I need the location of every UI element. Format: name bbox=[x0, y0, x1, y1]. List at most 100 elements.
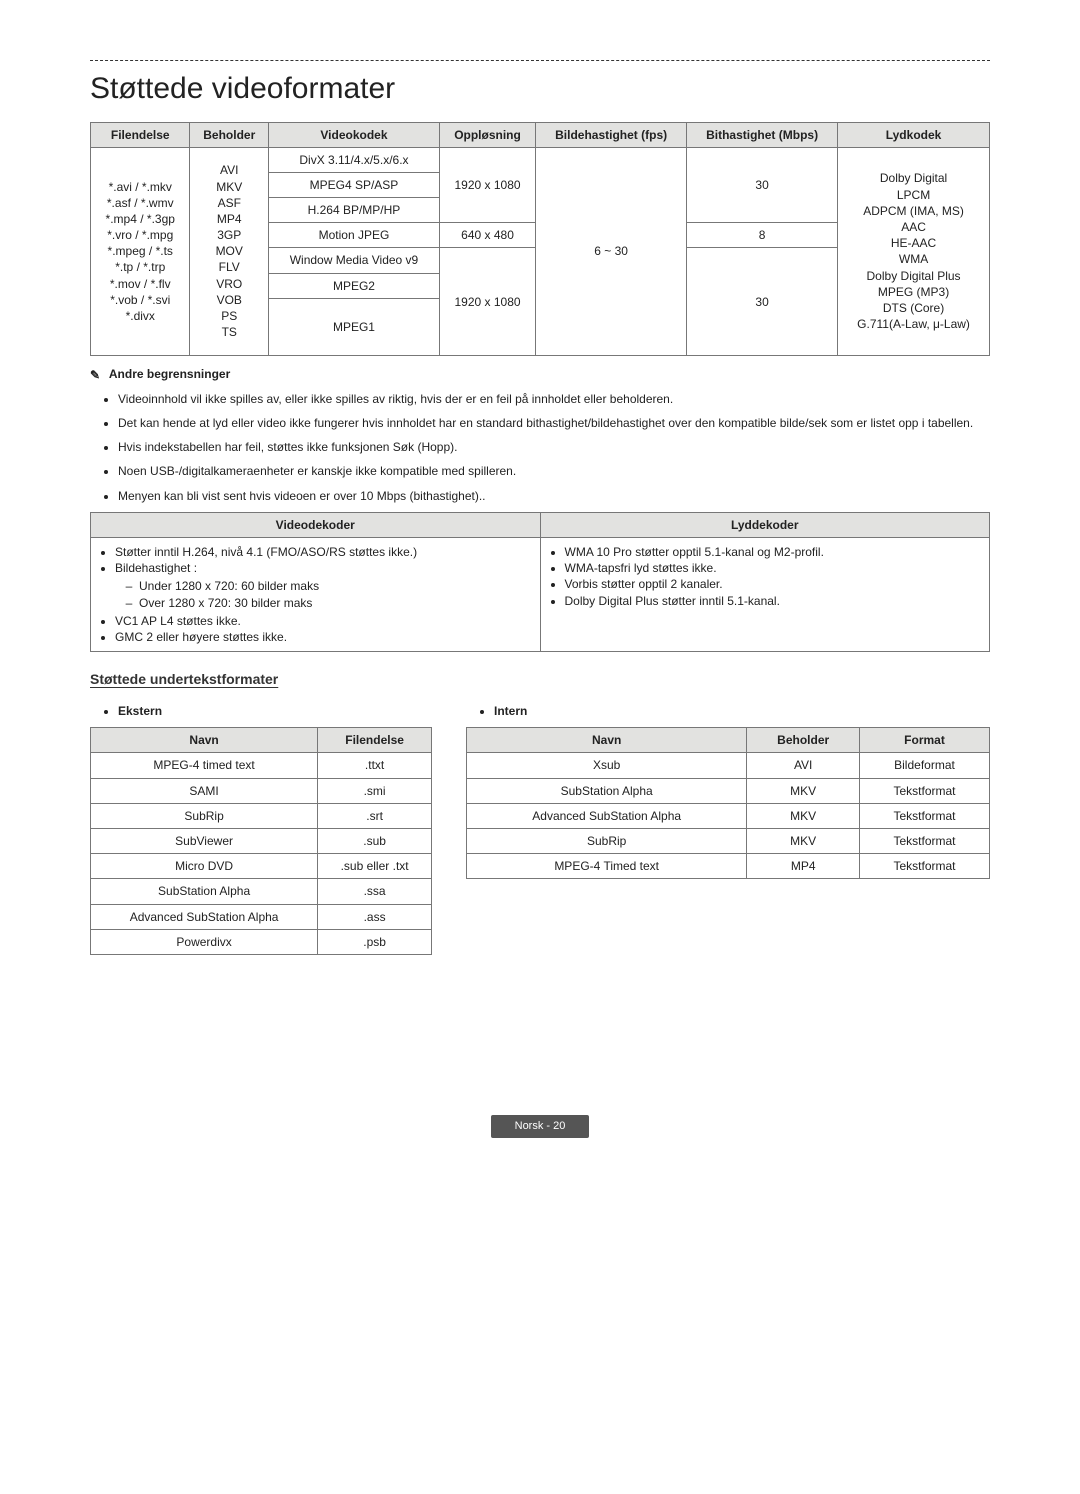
cell-fps: 6 ~ 30 bbox=[536, 147, 687, 355]
table-cell: MPEG-4 Timed text bbox=[467, 854, 747, 879]
note-icon: ✎ bbox=[90, 367, 106, 383]
int-th-format: Format bbox=[860, 728, 990, 753]
lim-item: Menyen kan bli vist sent hvis videoen er… bbox=[118, 488, 990, 504]
table-cell: SAMI bbox=[91, 778, 318, 803]
lim-item: Videoinnhold vil ikke spilles av, eller … bbox=[118, 391, 990, 407]
table-cell: MP4 bbox=[747, 854, 860, 879]
th-acodec: Lydkodek bbox=[838, 122, 990, 147]
table-cell: .srt bbox=[318, 803, 432, 828]
th-bitrate: Bithastighet (Mbps) bbox=[687, 122, 838, 147]
vd-sub: Under 1280 x 720: 60 bilder maks bbox=[139, 578, 534, 594]
audiodecoder-cell: WMA 10 Pro støtter opptil 5.1-kanal og M… bbox=[540, 538, 990, 652]
int-th-cont: Beholder bbox=[747, 728, 860, 753]
table-row: Powerdivx.psb bbox=[91, 929, 432, 954]
cell-codec-mpeg2-1: MPEG2 MPEG1 bbox=[269, 273, 440, 355]
cell-br2: 8 bbox=[687, 223, 838, 248]
extern-label: Ekstern bbox=[118, 703, 432, 719]
table-cell: Xsub bbox=[467, 753, 747, 778]
table-cell: MKV bbox=[747, 778, 860, 803]
limitations-list: Videoinnhold vil ikke spilles av, eller … bbox=[90, 391, 990, 504]
table-cell: .psb bbox=[318, 929, 432, 954]
limitations-heading: ✎ Andre begrensninger bbox=[90, 366, 990, 383]
th-res: Oppløsning bbox=[439, 122, 535, 147]
table-cell: Tekstformat bbox=[860, 778, 990, 803]
cell-codec-wmv: Window Media Video v9 bbox=[269, 248, 440, 273]
ext-th-ext: Filendelse bbox=[318, 728, 432, 753]
table-row: Advanced SubStation AlphaMKVTekstformat bbox=[467, 803, 990, 828]
th-container: Beholder bbox=[190, 122, 269, 147]
table-cell: .ttxt bbox=[318, 753, 432, 778]
table-row: SubStation Alpha.ssa bbox=[91, 879, 432, 904]
ext-th-name: Navn bbox=[91, 728, 318, 753]
th-videodecoder: Videodekoder bbox=[91, 512, 541, 537]
decoder-table: Videodekoder Lyddekoder Støtter inntil H… bbox=[90, 512, 990, 652]
ad-item: WMA 10 Pro støtter opptil 5.1-kanal og M… bbox=[565, 544, 984, 560]
cell-codec-h264: H.264 BP/MP/HP bbox=[269, 198, 440, 223]
cell-br3: 30 bbox=[687, 248, 838, 356]
table-row: SubStation AlphaMKVTekstformat bbox=[467, 778, 990, 803]
table-row: Advanced SubStation Alpha.ass bbox=[91, 904, 432, 929]
vd-item: Støtter inntil H.264, nivå 4.1 (FMO/ASO/… bbox=[115, 544, 534, 560]
cell-br1: 30 bbox=[687, 147, 838, 223]
vd-item: Bildehastighet : Under 1280 x 720: 60 bi… bbox=[115, 560, 534, 611]
table-cell: Tekstformat bbox=[860, 829, 990, 854]
subtitle-heading: Støttede undertekstformater bbox=[90, 670, 990, 689]
lim-item: Noen USB-/digitalkameraenheter er kanskj… bbox=[118, 463, 990, 479]
table-row: SAMI.smi bbox=[91, 778, 432, 803]
ad-item: Vorbis støtter opptil 2 kanaler. bbox=[565, 576, 984, 592]
th-audiodecoder: Lyddekoder bbox=[540, 512, 990, 537]
vd-item-label: Bildehastighet : bbox=[115, 561, 197, 575]
table-cell: Tekstformat bbox=[860, 803, 990, 828]
table-cell: .ssa bbox=[318, 879, 432, 904]
th-fps: Bildehastighet (fps) bbox=[536, 122, 687, 147]
cell-codec-mpeg4: MPEG4 SP/ASP bbox=[269, 172, 440, 197]
table-row: Micro DVD.sub eller .txt bbox=[91, 854, 432, 879]
intern-subtitle-table: Navn Beholder Format XsubAVIBildeformatS… bbox=[466, 727, 990, 879]
cell-res3: 1920 x 1080 bbox=[439, 248, 535, 356]
cell-audio: Dolby Digital LPCM ADPCM (IMA, MS) AAC H… bbox=[838, 147, 990, 355]
table-row: MPEG-4 Timed textMP4Tekstformat bbox=[467, 854, 990, 879]
top-rule bbox=[90, 60, 990, 61]
videodecoder-cell: Støtter inntil H.264, nivå 4.1 (FMO/ASO/… bbox=[91, 538, 541, 652]
cell-fileext: *.avi / *.mkv *.asf / *.wmv *.mp4 / *.3g… bbox=[91, 147, 190, 355]
table-cell: SubStation Alpha bbox=[467, 778, 747, 803]
ad-item: WMA-tapsfri lyd støttes ikke. bbox=[565, 560, 984, 576]
lim-item: Det kan hende at lyd eller video ikke fu… bbox=[118, 415, 990, 431]
table-row: SubRipMKVTekstformat bbox=[467, 829, 990, 854]
vd-item: GMC 2 eller høyere støttes ikke. bbox=[115, 629, 534, 645]
table-cell: SubViewer bbox=[91, 829, 318, 854]
footer-label: Norsk - 20 bbox=[491, 1115, 590, 1138]
table-cell: Advanced SubStation Alpha bbox=[467, 803, 747, 828]
table-row: MPEG-4 timed text.ttxt bbox=[91, 753, 432, 778]
extern-subtitle-table: Navn Filendelse MPEG-4 timed text.ttxtSA… bbox=[90, 727, 432, 955]
video-format-table: Filendelse Beholder Videokodek Oppløsnin… bbox=[90, 122, 990, 357]
table-cell: .ass bbox=[318, 904, 432, 929]
table-cell: MPEG-4 timed text bbox=[91, 753, 318, 778]
ext-tbody: MPEG-4 timed text.ttxtSAMI.smiSubRip.srt… bbox=[91, 753, 432, 955]
table-cell: Tekstformat bbox=[860, 854, 990, 879]
cell-res1: 1920 x 1080 bbox=[439, 147, 535, 223]
table-cell: .sub eller .txt bbox=[318, 854, 432, 879]
th-vcodec: Videokodek bbox=[269, 122, 440, 147]
cell-container: AVI MKV ASF MP4 3GP MOV FLV VRO VOB PS T… bbox=[190, 147, 269, 355]
table-cell: .smi bbox=[318, 778, 432, 803]
vd-sub: Over 1280 x 720: 30 bilder maks bbox=[139, 595, 534, 611]
limitations-heading-text: Andre begrensninger bbox=[109, 367, 230, 381]
table-cell: AVI bbox=[747, 753, 860, 778]
cell-codec-divx: DivX 3.11/4.x/5.x/6.x bbox=[269, 147, 440, 172]
table-cell: .sub bbox=[318, 829, 432, 854]
table-row: SubRip.srt bbox=[91, 803, 432, 828]
table-row: XsubAVIBildeformat bbox=[467, 753, 990, 778]
table-cell: SubRip bbox=[91, 803, 318, 828]
cell-codec-mpeg1: MPEG1 bbox=[269, 299, 439, 355]
table-cell: Powerdivx bbox=[91, 929, 318, 954]
cell-res2: 640 x 480 bbox=[439, 223, 535, 248]
int-th-name: Navn bbox=[467, 728, 747, 753]
int-tbody: XsubAVIBildeformatSubStation AlphaMKVTek… bbox=[467, 753, 990, 879]
table-cell: SubRip bbox=[467, 829, 747, 854]
th-fileext: Filendelse bbox=[91, 122, 190, 147]
page-footer: Norsk - 20 bbox=[90, 1115, 990, 1138]
table-cell: MKV bbox=[747, 829, 860, 854]
table-cell: Advanced SubStation Alpha bbox=[91, 904, 318, 929]
cell-codec-mpeg2: MPEG2 bbox=[269, 274, 439, 299]
